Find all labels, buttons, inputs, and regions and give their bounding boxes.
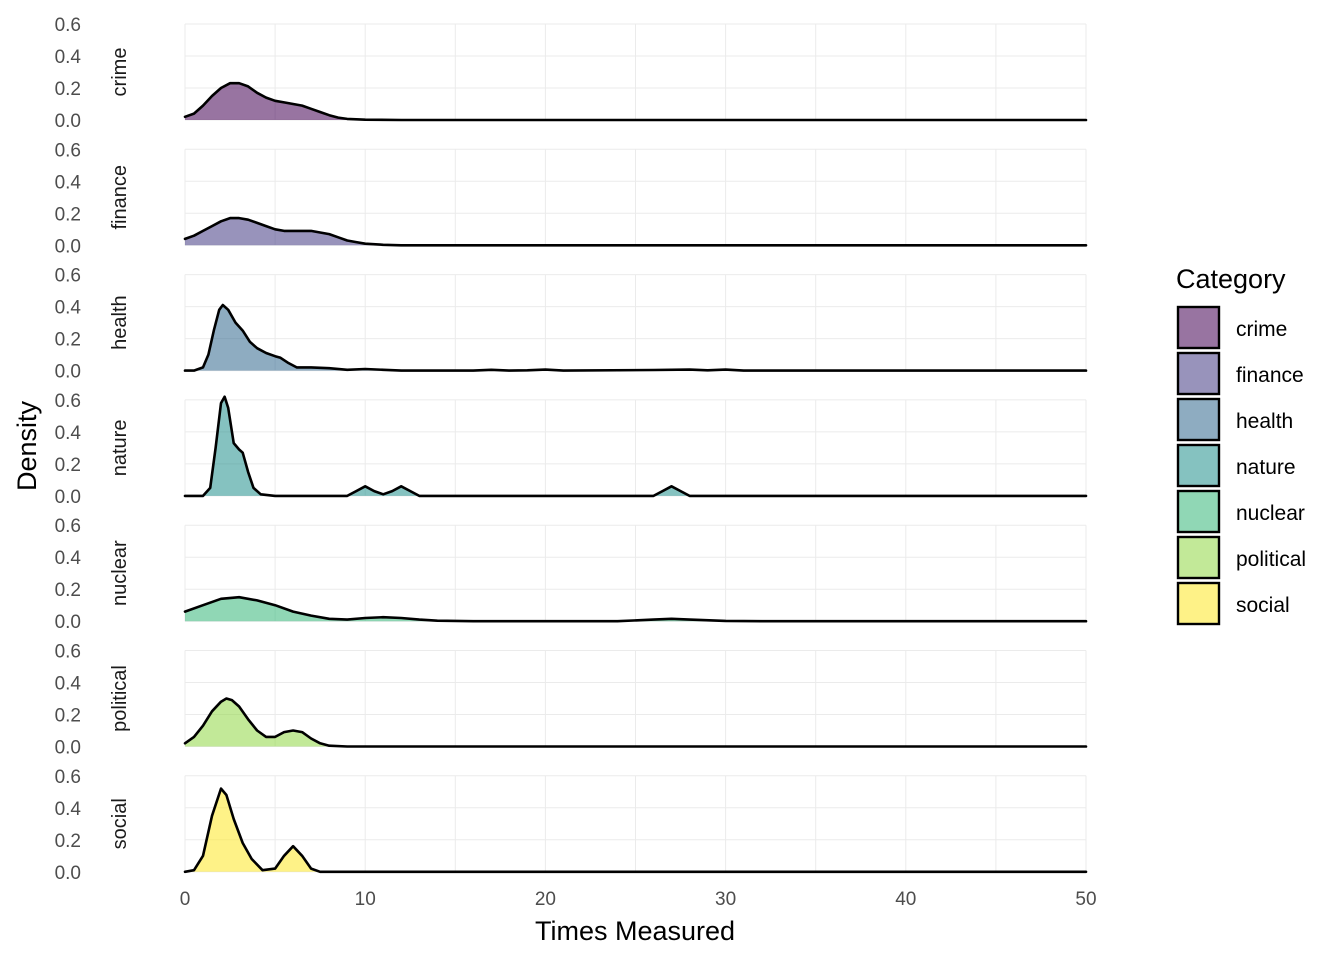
legend-item-political: political xyxy=(1176,535,1306,580)
x-tick-label: 50 xyxy=(1075,889,1096,910)
legend-item-finance: finance xyxy=(1176,351,1304,396)
legend-label-nature: nature xyxy=(1236,456,1296,479)
legend-key-political xyxy=(1176,535,1221,580)
facet-panel-finance: 0.0 0.2 0.4 0.6 finance xyxy=(55,140,1088,257)
y-tick-label: 0.6 xyxy=(55,15,81,36)
facet-panels: 0.00.20.40.6crime0.00.20.40.6finance0.00… xyxy=(55,15,1088,884)
y-tick-label: 0.6 xyxy=(55,516,81,537)
x-tick-label: 40 xyxy=(895,889,916,910)
y-tick-label: 0.0 xyxy=(55,362,81,383)
legend-label-political: political xyxy=(1236,548,1306,571)
y-tick-label: 0.2 xyxy=(55,455,81,476)
x-tick-label: 30 xyxy=(715,889,736,910)
y-tick-label: 0.2 xyxy=(55,204,81,225)
y-tick-label: 0.6 xyxy=(55,642,81,663)
x-axis-title: Times Measured xyxy=(535,916,735,946)
facet-panel-health: 0.0 0.2 0.4 0.6 health xyxy=(55,266,1088,383)
density-line-crime xyxy=(183,81,1088,122)
y-tick-label: 0.0 xyxy=(55,111,81,132)
density-area-nuclear xyxy=(185,597,1086,622)
strip-label-finance: finance xyxy=(109,165,131,230)
density-area-crime xyxy=(185,83,1086,120)
strip-label-health: health xyxy=(109,295,131,350)
y-axis-title: Density xyxy=(12,400,42,491)
y-tick-label: 0.0 xyxy=(55,487,81,508)
strip-label-social: social xyxy=(109,798,131,849)
legend-title: Category xyxy=(1176,264,1286,294)
y-tick-label: 0.0 xyxy=(55,863,81,884)
legend-key-nature xyxy=(1176,443,1221,488)
density-line-political xyxy=(183,697,1088,748)
legend-key-social xyxy=(1176,581,1221,626)
y-tick-label: 0.0 xyxy=(55,612,81,633)
legend: Category crime finance health nature nuclear… xyxy=(1176,264,1306,626)
x-axis: 0 10 20 30 40 50 xyxy=(180,889,1097,910)
density-area-health xyxy=(185,305,1086,371)
y-tick-label: 0.6 xyxy=(55,767,81,788)
y-tick-label: 0.6 xyxy=(55,140,81,161)
x-tick-label: 20 xyxy=(535,889,556,910)
y-tick-label: 0.6 xyxy=(55,266,81,287)
facet-panel-nature: 0.0 0.2 0.4 0.6 nature xyxy=(55,391,1088,508)
y-tick-label: 0.4 xyxy=(55,674,82,695)
density-line-nature xyxy=(183,395,1088,498)
legend-item-crime: crime xyxy=(1176,305,1287,350)
strip-label-crime: crime xyxy=(109,48,131,97)
legend-label-finance: finance xyxy=(1236,364,1304,387)
legend-item-nature: nature xyxy=(1176,443,1296,488)
y-tick-label: 0.0 xyxy=(55,236,81,257)
y-tick-label: 0.2 xyxy=(55,330,81,351)
density-line-finance xyxy=(183,216,1088,247)
facet-panel-crime: 0.0 0.2 0.4 0.6 crime xyxy=(55,15,1088,132)
y-tick-label: 0.0 xyxy=(55,738,81,759)
legend-label-crime: crime xyxy=(1236,318,1287,341)
legend-label-health: health xyxy=(1236,410,1293,433)
y-tick-label: 0.2 xyxy=(55,831,81,852)
y-tick-label: 0.2 xyxy=(55,580,81,601)
y-tick-label: 0.4 xyxy=(55,298,82,319)
density-line-social xyxy=(183,787,1088,874)
legend-key-finance xyxy=(1176,351,1221,396)
y-tick-label: 0.4 xyxy=(55,423,82,444)
density-area-finance xyxy=(185,218,1086,246)
x-tick-label: 0 xyxy=(180,889,191,910)
facet-panel-political: 0.0 0.2 0.4 0.6 political xyxy=(55,642,1088,759)
y-tick-label: 0.4 xyxy=(55,172,82,193)
y-tick-label: 0.2 xyxy=(55,706,81,727)
legend-key-health xyxy=(1176,397,1221,442)
legend-key-nuclear xyxy=(1176,489,1221,534)
legend-item-nuclear: nuclear xyxy=(1176,489,1305,534)
y-tick-label: 0.6 xyxy=(55,391,81,412)
facet-panel-nuclear: 0.0 0.2 0.4 0.6 nuclear xyxy=(55,516,1088,633)
y-tick-label: 0.2 xyxy=(55,79,81,100)
y-tick-label: 0.4 xyxy=(55,799,82,820)
strip-label-nature: nature xyxy=(109,420,131,477)
x-tick-label: 10 xyxy=(355,889,376,910)
legend-item-health: health xyxy=(1176,397,1293,442)
density-line-nuclear xyxy=(183,595,1088,623)
strip-label-political: political xyxy=(109,665,131,732)
density-line-health xyxy=(183,303,1088,372)
legend-item-social: social xyxy=(1176,581,1290,626)
y-tick-label: 0.4 xyxy=(55,548,82,569)
legend-label-nuclear: nuclear xyxy=(1236,502,1305,525)
legend-label-social: social xyxy=(1236,594,1290,617)
legend-items: crime finance health nature nuclear political… xyxy=(1176,305,1306,626)
strip-label-nuclear: nuclear xyxy=(109,540,131,606)
facet-panel-social: 0.0 0.2 0.4 0.6 social xyxy=(55,767,1088,884)
density-area-political xyxy=(185,698,1086,747)
y-tick-label: 0.4 xyxy=(55,47,82,68)
legend-key-crime xyxy=(1176,305,1221,350)
